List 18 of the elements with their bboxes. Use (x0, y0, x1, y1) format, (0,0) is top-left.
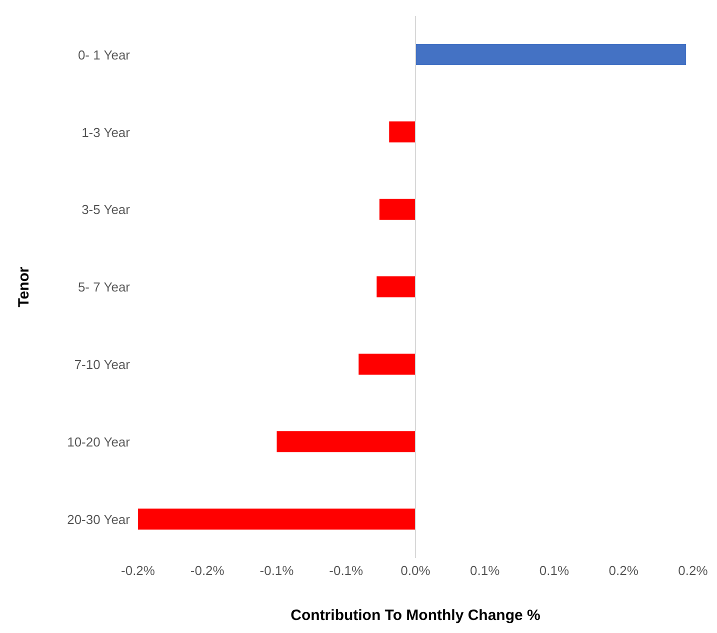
y-tick-label: 5- 7 Year (78, 280, 131, 295)
x-tick-label: -0.1% (260, 563, 294, 578)
y-tick-label: 10-20 Year (67, 434, 131, 450)
x-tick-label: -0.1% (329, 563, 364, 578)
x-tick-label: 0.1% (539, 563, 570, 578)
x-tick-label: 0.1% (470, 563, 500, 578)
x-tick-label: -0.2% (190, 563, 225, 578)
x-tick-label: 0.2% (608, 563, 639, 578)
y-tick-label: 20-30 Year (67, 512, 131, 527)
y-tick-label: 7-10 Year (74, 357, 131, 372)
x-tick-label: 0.0% (400, 563, 431, 578)
y-axis-title: Tenor (15, 266, 32, 308)
y-tick-label: 0- 1 Year (78, 47, 131, 62)
y-tick-label: 3-5 Year (82, 202, 131, 218)
x-tick-label: -0.2% (121, 563, 156, 578)
y-tick-label: 1-3 Year (82, 124, 131, 140)
x-tick-label: 0.2% (678, 563, 708, 578)
x-axis-title: Contribution To Monthly Change % (290, 607, 540, 624)
